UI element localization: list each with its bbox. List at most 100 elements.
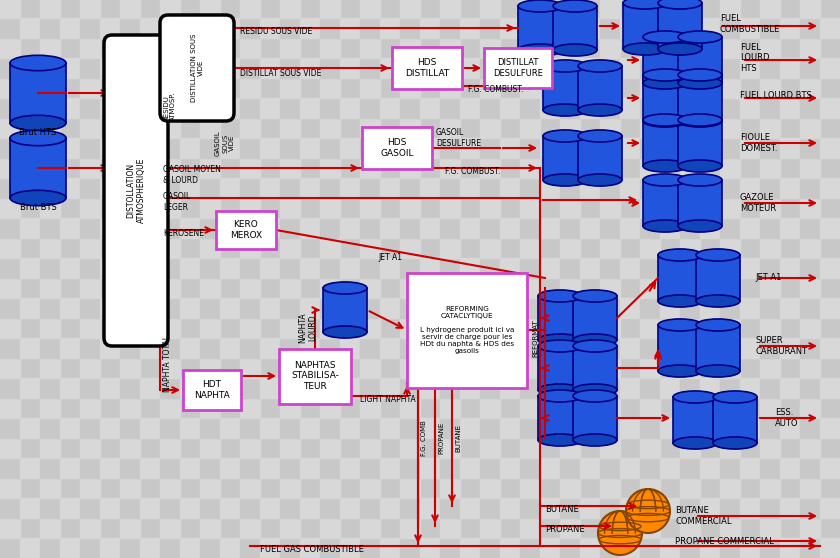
Bar: [560, 458, 580, 478]
Bar: [320, 58, 340, 78]
Text: BUTANE: BUTANE: [455, 424, 461, 452]
Bar: [660, 78, 680, 98]
Bar: [100, 158, 120, 178]
Bar: [820, 398, 840, 418]
Bar: [800, 458, 820, 478]
Ellipse shape: [658, 319, 702, 331]
Bar: [700, 458, 720, 478]
Bar: [80, 198, 100, 218]
Bar: [620, 458, 640, 478]
Bar: [580, 98, 600, 118]
Bar: [360, 458, 380, 478]
Bar: [580, 338, 600, 358]
Bar: [580, 378, 600, 398]
Bar: [220, 418, 240, 438]
Bar: [620, 538, 640, 558]
Bar: [300, 58, 320, 78]
Bar: [540, 18, 560, 38]
Ellipse shape: [578, 60, 622, 72]
Bar: [600, 118, 620, 138]
Text: FUEL GAS COMBUSTIBLE: FUEL GAS COMBUSTIBLE: [260, 546, 364, 555]
Bar: [60, 98, 80, 118]
Bar: [360, 158, 380, 178]
Bar: [660, 378, 680, 398]
Bar: [660, 318, 680, 338]
Circle shape: [598, 511, 642, 555]
Bar: [160, 358, 180, 378]
Bar: [400, 378, 420, 398]
Bar: [680, 198, 700, 218]
Bar: [760, 18, 780, 38]
Bar: [540, 338, 560, 358]
Ellipse shape: [573, 290, 617, 302]
Bar: [800, 98, 820, 118]
Bar: [360, 378, 380, 398]
Bar: [140, 58, 160, 78]
Bar: [500, 418, 520, 438]
Bar: [560, 278, 580, 298]
Bar: [820, 498, 840, 518]
Bar: [440, 58, 460, 78]
Bar: [680, 458, 700, 478]
Bar: [760, 0, 780, 18]
Bar: [400, 178, 420, 198]
Bar: [320, 218, 340, 238]
Bar: [640, 118, 660, 138]
Bar: [578, 136, 622, 180]
Bar: [660, 398, 680, 418]
Bar: [800, 518, 820, 538]
Bar: [340, 358, 360, 378]
Bar: [0, 118, 20, 138]
Bar: [780, 258, 800, 278]
Bar: [720, 258, 740, 278]
Bar: [740, 538, 760, 558]
Bar: [380, 138, 400, 158]
Bar: [160, 278, 180, 298]
Bar: [340, 178, 360, 198]
Text: HDT
NAPHTA: HDT NAPHTA: [194, 381, 230, 400]
Bar: [720, 498, 740, 518]
Bar: [640, 498, 660, 518]
Bar: [340, 418, 360, 438]
Bar: [60, 298, 80, 318]
Bar: [120, 118, 140, 138]
Bar: [780, 0, 800, 18]
Bar: [480, 18, 500, 38]
Bar: [300, 258, 320, 278]
Bar: [580, 298, 600, 318]
Bar: [260, 218, 280, 238]
Bar: [760, 38, 780, 58]
Bar: [560, 178, 580, 198]
Bar: [20, 78, 40, 98]
Bar: [160, 338, 180, 358]
Bar: [100, 318, 120, 338]
Bar: [20, 258, 40, 278]
Bar: [220, 498, 240, 518]
Ellipse shape: [578, 174, 622, 186]
Bar: [80, 258, 100, 278]
Bar: [220, 98, 240, 118]
Bar: [160, 458, 180, 478]
Bar: [380, 538, 400, 558]
Bar: [800, 158, 820, 178]
Bar: [120, 478, 140, 498]
Bar: [560, 338, 580, 358]
Bar: [60, 418, 80, 438]
Bar: [60, 138, 80, 158]
Bar: [240, 358, 260, 378]
Bar: [120, 238, 140, 258]
Bar: [140, 378, 160, 398]
Bar: [280, 538, 300, 558]
Bar: [380, 318, 400, 338]
Ellipse shape: [696, 365, 740, 377]
Bar: [640, 258, 660, 278]
Bar: [320, 398, 340, 418]
Bar: [0, 338, 20, 358]
Bar: [340, 338, 360, 358]
Bar: [120, 158, 140, 178]
Bar: [240, 458, 260, 478]
Bar: [380, 358, 400, 378]
Text: ESS.
AUTO: ESS. AUTO: [775, 408, 799, 427]
Bar: [300, 78, 320, 98]
Bar: [340, 458, 360, 478]
